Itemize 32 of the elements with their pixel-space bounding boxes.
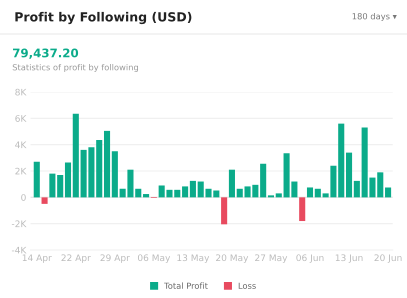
chart-title: Profit by Following (USD) [15, 12, 192, 24]
y-tick-label: -2K [12, 220, 27, 228]
x-tick-label: 27 May [255, 254, 288, 263]
x-tick-label: 14 Apr [22, 254, 52, 263]
bar [34, 162, 40, 198]
bar [291, 182, 298, 198]
x-tick-label: 22 Apr [61, 254, 91, 263]
bar [299, 197, 306, 222]
x-tick-label: 20 May [216, 254, 248, 263]
bar [64, 162, 72, 198]
y-tick-label: 0 [21, 194, 26, 201]
text: 180 days ▾ [352, 12, 397, 22]
x-tick-label: 13 May [177, 254, 210, 263]
bar [306, 187, 314, 198]
x-tick-label: 06 May [138, 254, 170, 263]
legend-label: Total Profit [164, 282, 208, 289]
y-tick-label: 6K [15, 115, 27, 122]
bar [42, 197, 48, 204]
x-tick-label: 13 Jun [336, 254, 363, 263]
bar [213, 190, 220, 198]
y-tick-label: 8K [15, 88, 27, 96]
x-tick-label: 06 Jun [296, 254, 324, 263]
text: Statistics of profit by following [12, 64, 138, 72]
text: 79,437.20 [13, 48, 78, 59]
y-tick-label: 4K [15, 142, 27, 148]
y-tick-label: 2K [15, 168, 27, 174]
bar [221, 197, 228, 224]
bar [158, 185, 165, 198]
x-tick-label: 29 Apr [100, 254, 130, 263]
y-tick-label: -4K [12, 246, 27, 254]
legend-label: Loss [238, 282, 256, 289]
x-tick-label: 20 Jun [374, 254, 402, 263]
